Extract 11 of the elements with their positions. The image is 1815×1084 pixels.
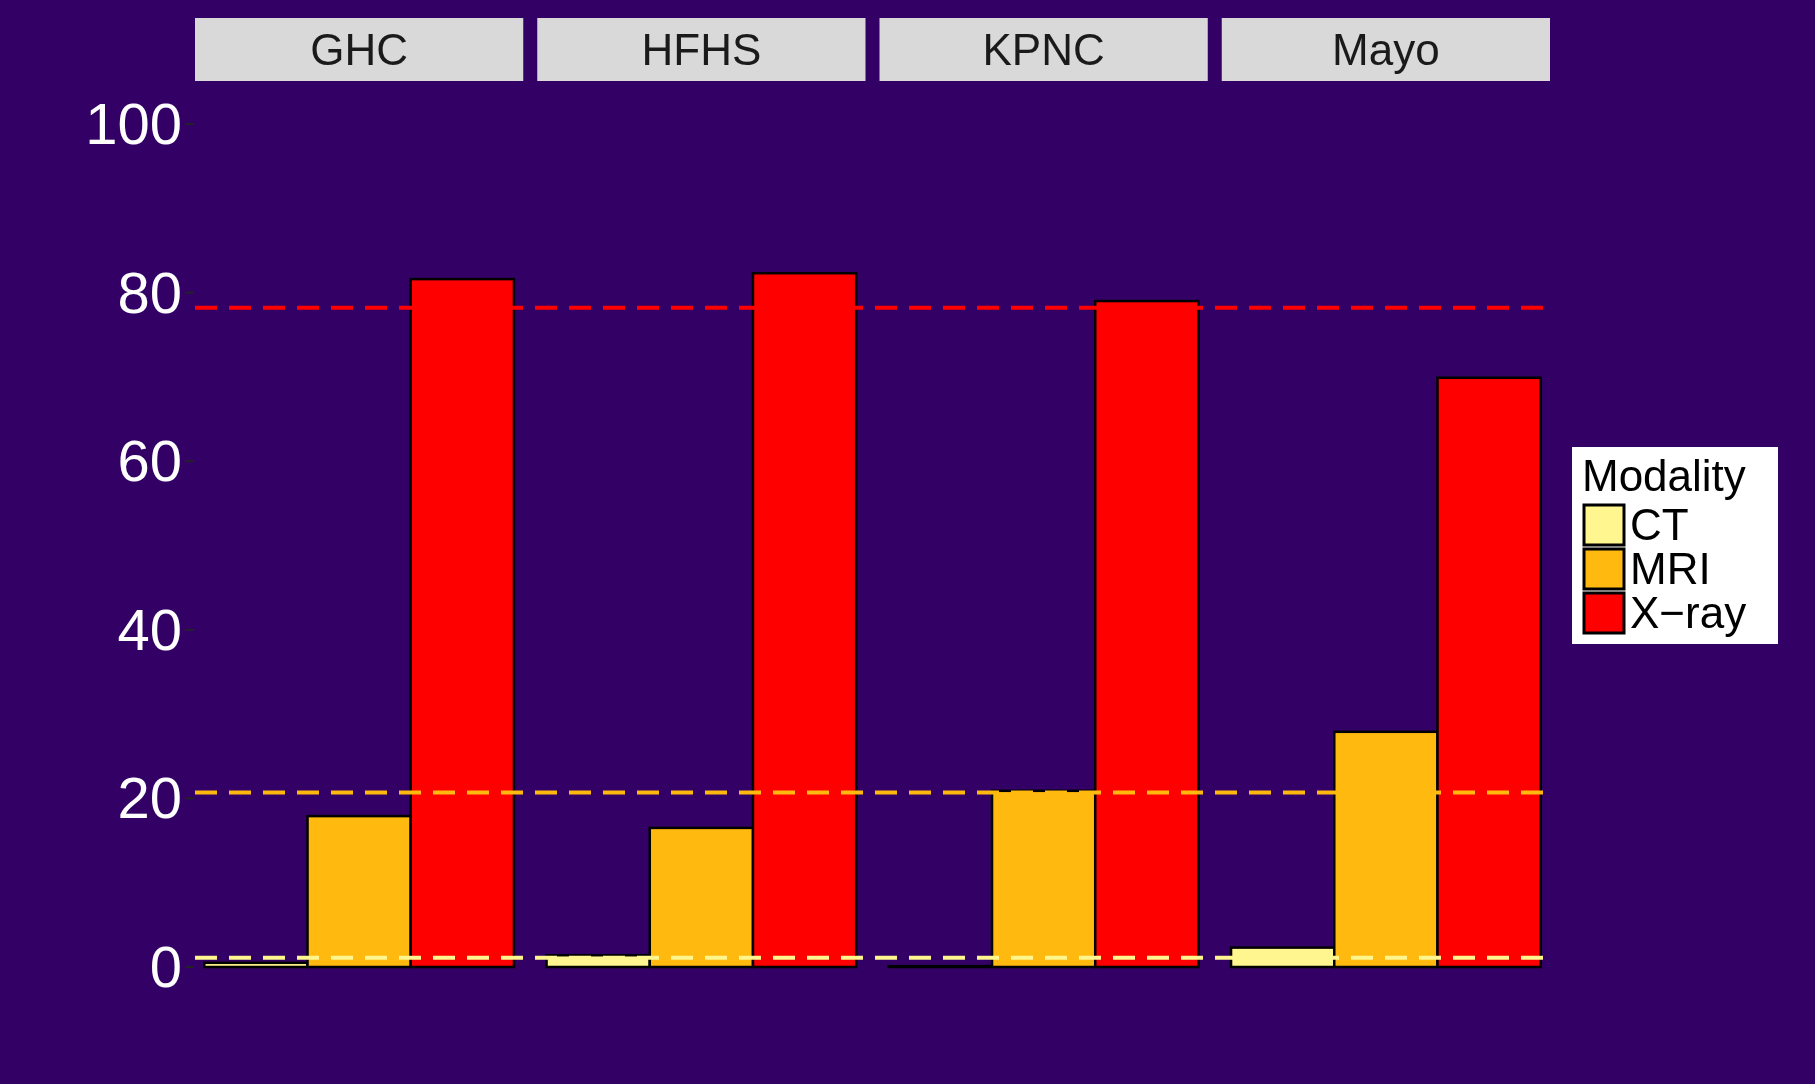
y-tick-label: 80 xyxy=(117,259,182,325)
x-tick-label: HFHS xyxy=(641,24,762,74)
y-tick-label: 40 xyxy=(117,596,182,662)
legend-title: Modality xyxy=(1582,451,1746,500)
x-tick-label: Mayo xyxy=(1332,24,1440,74)
x-tick-label: GHC xyxy=(310,24,409,74)
y-tick-label: 60 xyxy=(117,428,182,494)
y-tick-label: 20 xyxy=(117,765,182,831)
y-tick-label: 0 xyxy=(149,934,182,999)
y-tick-label: 100 xyxy=(85,91,182,156)
x-tick-label: KPNC xyxy=(982,24,1105,74)
